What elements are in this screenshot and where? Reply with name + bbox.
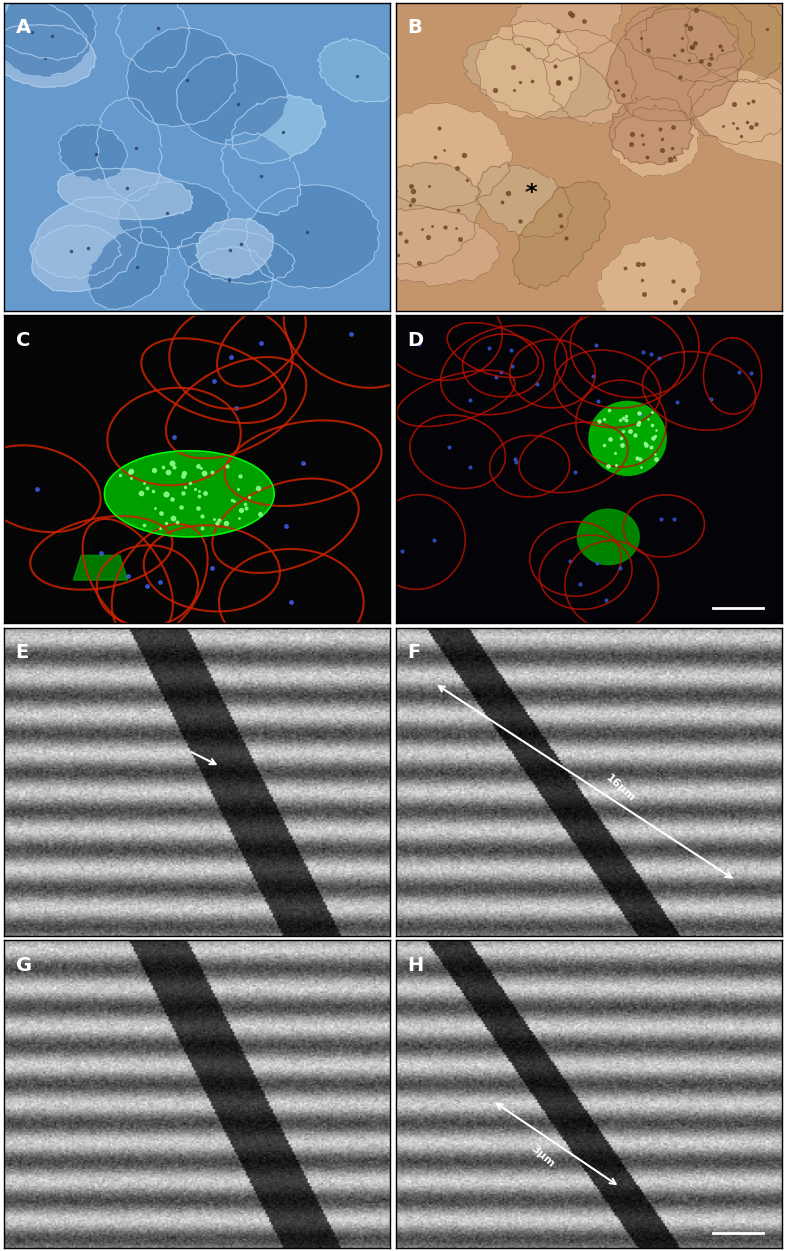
Polygon shape	[360, 163, 481, 268]
Text: F: F	[407, 643, 421, 662]
Polygon shape	[641, 0, 755, 83]
Polygon shape	[476, 19, 581, 119]
Polygon shape	[184, 246, 274, 318]
Polygon shape	[597, 235, 701, 327]
Polygon shape	[30, 196, 142, 291]
Polygon shape	[356, 206, 500, 286]
Polygon shape	[0, 0, 87, 60]
Polygon shape	[96, 98, 162, 201]
Polygon shape	[512, 180, 610, 289]
Polygon shape	[611, 105, 700, 178]
Text: 3μm: 3μm	[529, 1143, 556, 1168]
Polygon shape	[0, 24, 96, 88]
Polygon shape	[221, 133, 301, 215]
Polygon shape	[116, 180, 230, 249]
Text: H: H	[407, 956, 424, 975]
Polygon shape	[589, 402, 667, 475]
Text: *: *	[525, 184, 537, 204]
Text: G: G	[16, 956, 31, 975]
Polygon shape	[34, 225, 121, 279]
Polygon shape	[476, 161, 573, 238]
Polygon shape	[244, 184, 380, 289]
Polygon shape	[73, 555, 127, 580]
Text: C: C	[16, 330, 30, 349]
Text: B: B	[407, 18, 422, 36]
Polygon shape	[463, 36, 612, 120]
Polygon shape	[578, 509, 639, 564]
Polygon shape	[105, 450, 274, 537]
Polygon shape	[509, 0, 623, 63]
Polygon shape	[87, 226, 169, 309]
Polygon shape	[609, 96, 693, 165]
Text: D: D	[407, 330, 424, 349]
Polygon shape	[116, 0, 190, 73]
Text: 16μm: 16μm	[604, 772, 637, 803]
Polygon shape	[232, 95, 325, 164]
Text: A: A	[16, 18, 31, 36]
Polygon shape	[374, 103, 512, 210]
Polygon shape	[58, 124, 128, 181]
Polygon shape	[57, 168, 193, 220]
Polygon shape	[0, 0, 97, 78]
Text: E: E	[16, 643, 29, 662]
Polygon shape	[177, 53, 288, 145]
Polygon shape	[606, 8, 744, 121]
Polygon shape	[543, 29, 636, 126]
Polygon shape	[177, 229, 295, 284]
Polygon shape	[684, 0, 786, 83]
Polygon shape	[688, 66, 786, 166]
Polygon shape	[127, 28, 237, 126]
Polygon shape	[196, 218, 273, 278]
Polygon shape	[624, 4, 738, 64]
Polygon shape	[318, 39, 399, 103]
Polygon shape	[690, 79, 786, 145]
